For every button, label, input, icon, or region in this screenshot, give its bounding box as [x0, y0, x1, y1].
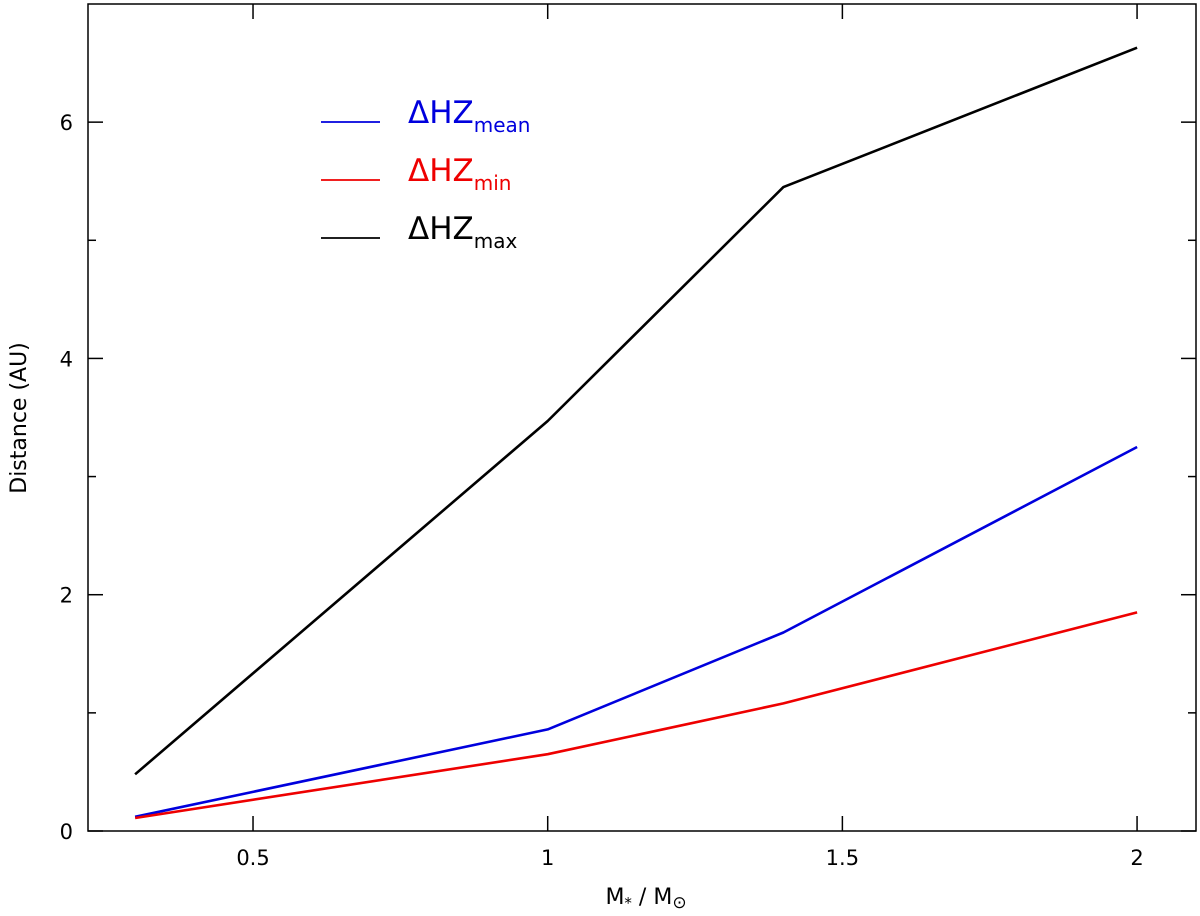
plot-frame [87, 3, 1197, 832]
x-axis-label-sep: / M [632, 885, 672, 910]
tick-labels: 0.5 1 1.5 2 0 2 4 6 [60, 111, 1144, 870]
x-axis-label-main: M [605, 885, 624, 910]
y-tick-label: 0 [60, 820, 73, 844]
y-tick-label: 6 [60, 111, 73, 135]
legend: ΔHZmean ΔHZmin ΔHZmax [321, 95, 530, 253]
y-tick-label: 2 [60, 584, 73, 608]
x-tick-label: 0.5 [236, 846, 269, 870]
x-tick-label: 2 [1130, 846, 1143, 870]
series-lines [134, 46, 1138, 820]
x-tick-label: 1 [541, 846, 554, 870]
x-axis-label-sub2: ⊙ [672, 893, 686, 913]
x-axis-label: M* / M⊙ [605, 885, 686, 913]
series-line-max [134, 46, 1138, 776]
y-axis-label: Distance (AU) [7, 342, 32, 494]
x-axis-label-sub1: * [624, 894, 632, 912]
series-line-mean [134, 445, 1138, 819]
legend-label-max: ΔHZmax [408, 211, 518, 253]
legend-label-min: ΔHZmin [408, 153, 511, 195]
legend-label-mean: ΔHZmean [408, 95, 530, 137]
x-tick-label: 1.5 [826, 846, 859, 870]
y-tick-label: 4 [60, 347, 73, 371]
axis-ticks [88, 4, 1196, 832]
series-line-min [134, 611, 1138, 820]
